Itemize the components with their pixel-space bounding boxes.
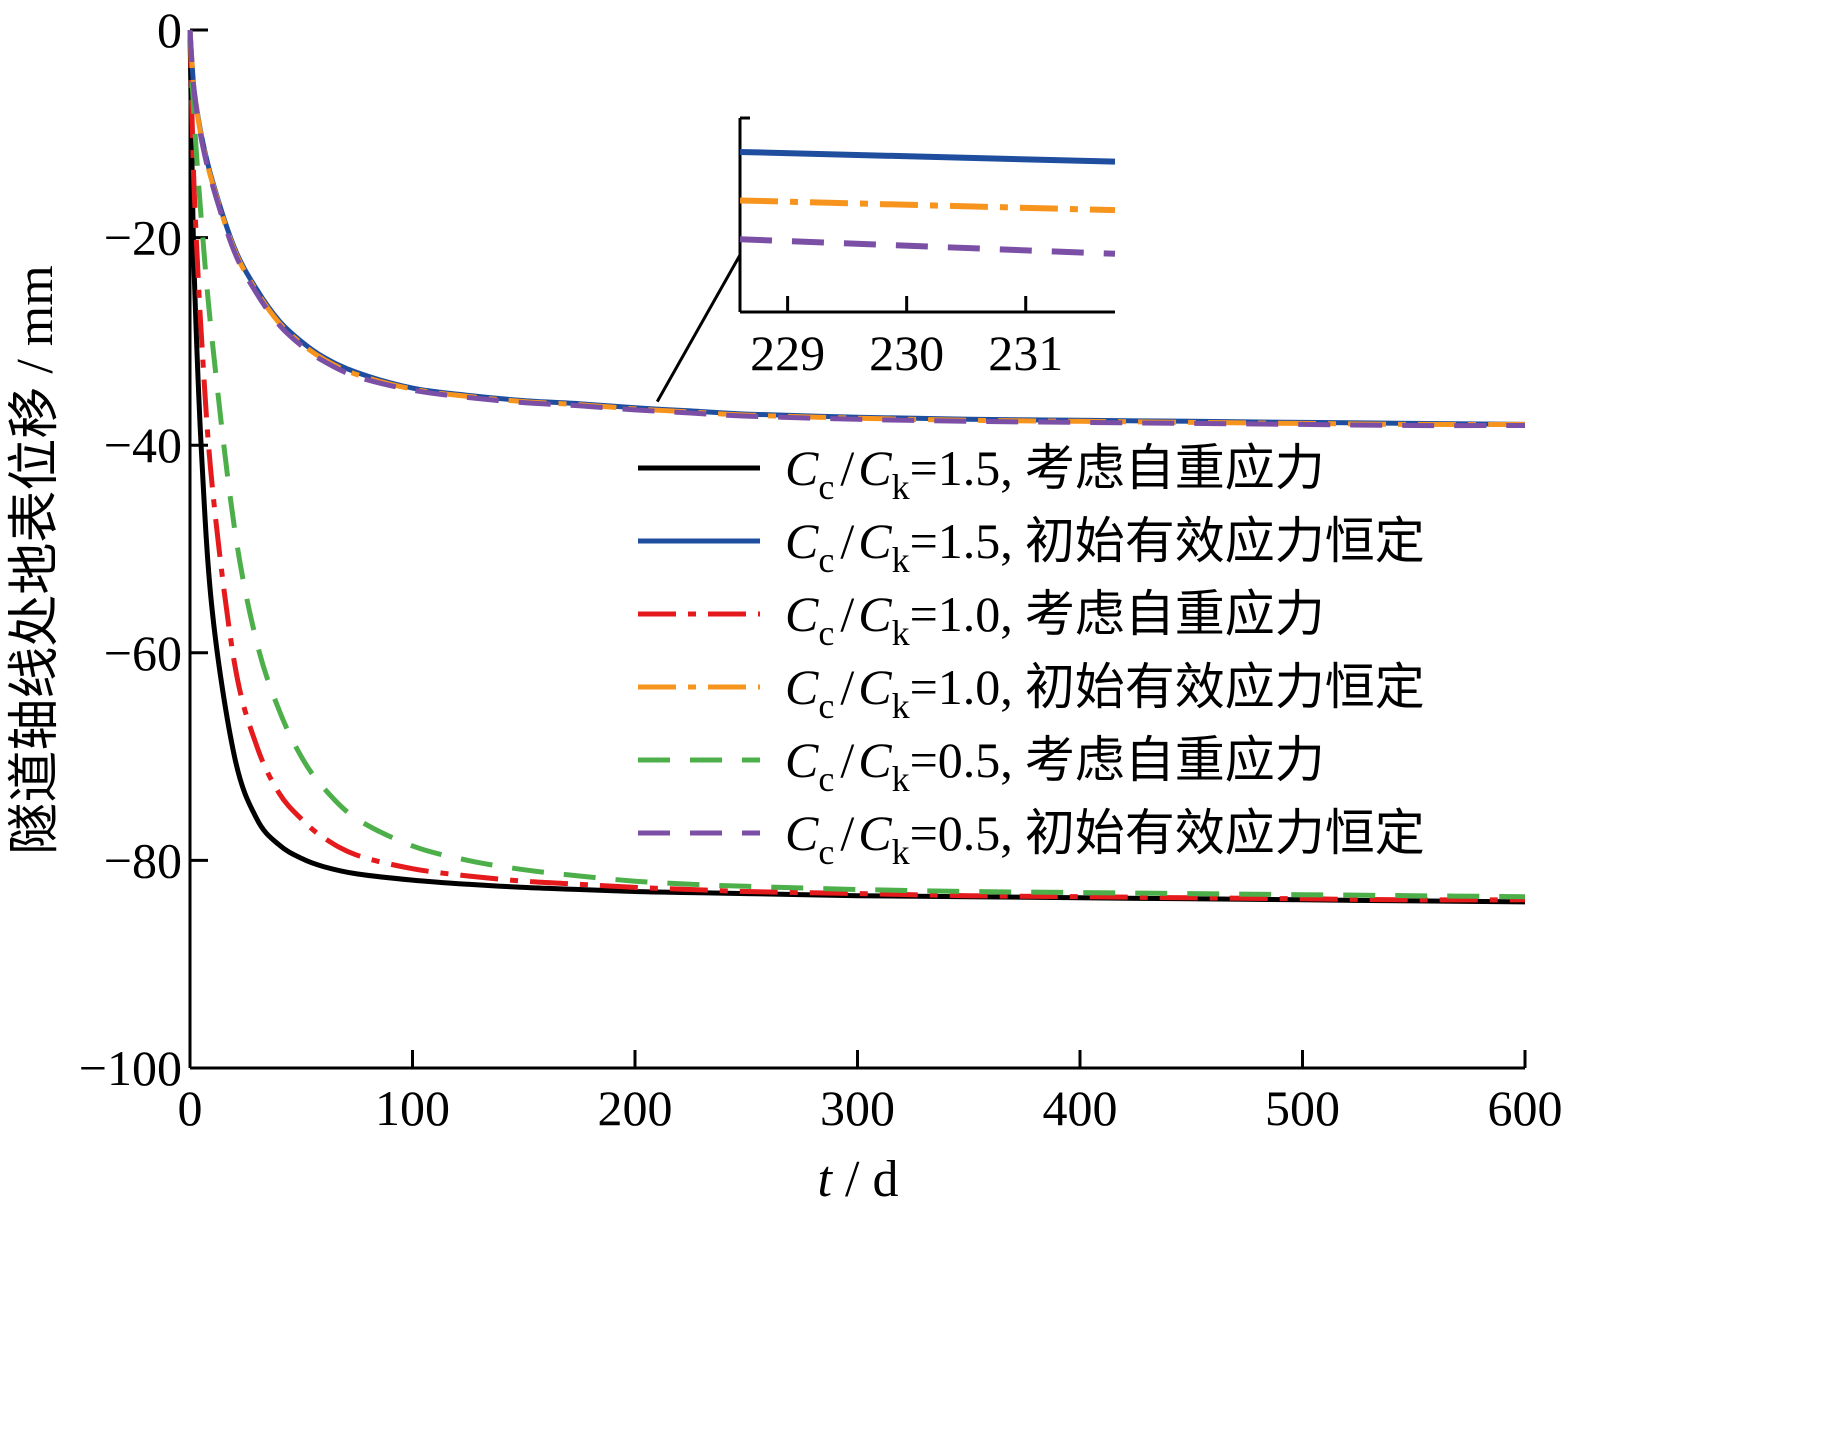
legend-label-5: Cc/Ck=0.5, 考虑自重应力 <box>785 732 1325 799</box>
x-tick-label: 200 <box>598 1080 673 1136</box>
x-tick-label: 0 <box>178 1080 203 1136</box>
legend-label-1: Cc/Ck=1.5, 考虑自重应力 <box>785 440 1325 507</box>
y-tick-label: −20 <box>104 210 182 266</box>
x-tick-label: 100 <box>375 1080 450 1136</box>
legend-label-6: Cc/Ck=0.5, 初始有效应力恒定 <box>785 805 1425 872</box>
inset-plot: 229 230 231 <box>655 116 1116 403</box>
legend-label-4: Cc/Ck=1.0, 初始有效应力恒定 <box>785 659 1425 726</box>
series-layer <box>187 29 1526 905</box>
inset-x-tick-label: 229 <box>750 325 825 381</box>
y-tick-label: −60 <box>104 625 182 681</box>
inset-series-line-3 <box>739 236 1116 257</box>
y-tick-label: 0 <box>157 2 182 58</box>
x-tick-label: 500 <box>1265 1080 1340 1136</box>
inset-connector <box>655 254 742 403</box>
x-tick-label: 400 <box>1043 1080 1118 1136</box>
legend-label-3: Cc/Ck=1.0, 考虑自重应力 <box>785 586 1325 653</box>
y-tick-label: −80 <box>104 832 182 888</box>
x-tick-label: 300 <box>820 1080 895 1136</box>
y-axis-label: 隧道轴线处地表位移 / mm <box>7 265 64 854</box>
series-line-3 <box>187 29 1526 903</box>
legend-label-2: Cc/Ck=1.5, 初始有效应力恒定 <box>785 513 1425 580</box>
x-axis-label: t / d <box>818 1151 899 1208</box>
inset-x-tick-label: 230 <box>869 325 944 381</box>
inset-x-tick-label: 231 <box>988 325 1063 381</box>
series-line-2 <box>187 29 1526 427</box>
y-tick-label: −100 <box>79 1040 182 1096</box>
x-tick-label: 600 <box>1488 1080 1563 1136</box>
series-line-6 <box>187 29 1526 429</box>
series-line-4 <box>187 29 1526 427</box>
y-tick-label: −40 <box>104 417 182 473</box>
series-line-5 <box>187 29 1526 900</box>
inset-series-line-2 <box>739 197 1116 214</box>
inset-series-line-1 <box>739 148 1116 165</box>
